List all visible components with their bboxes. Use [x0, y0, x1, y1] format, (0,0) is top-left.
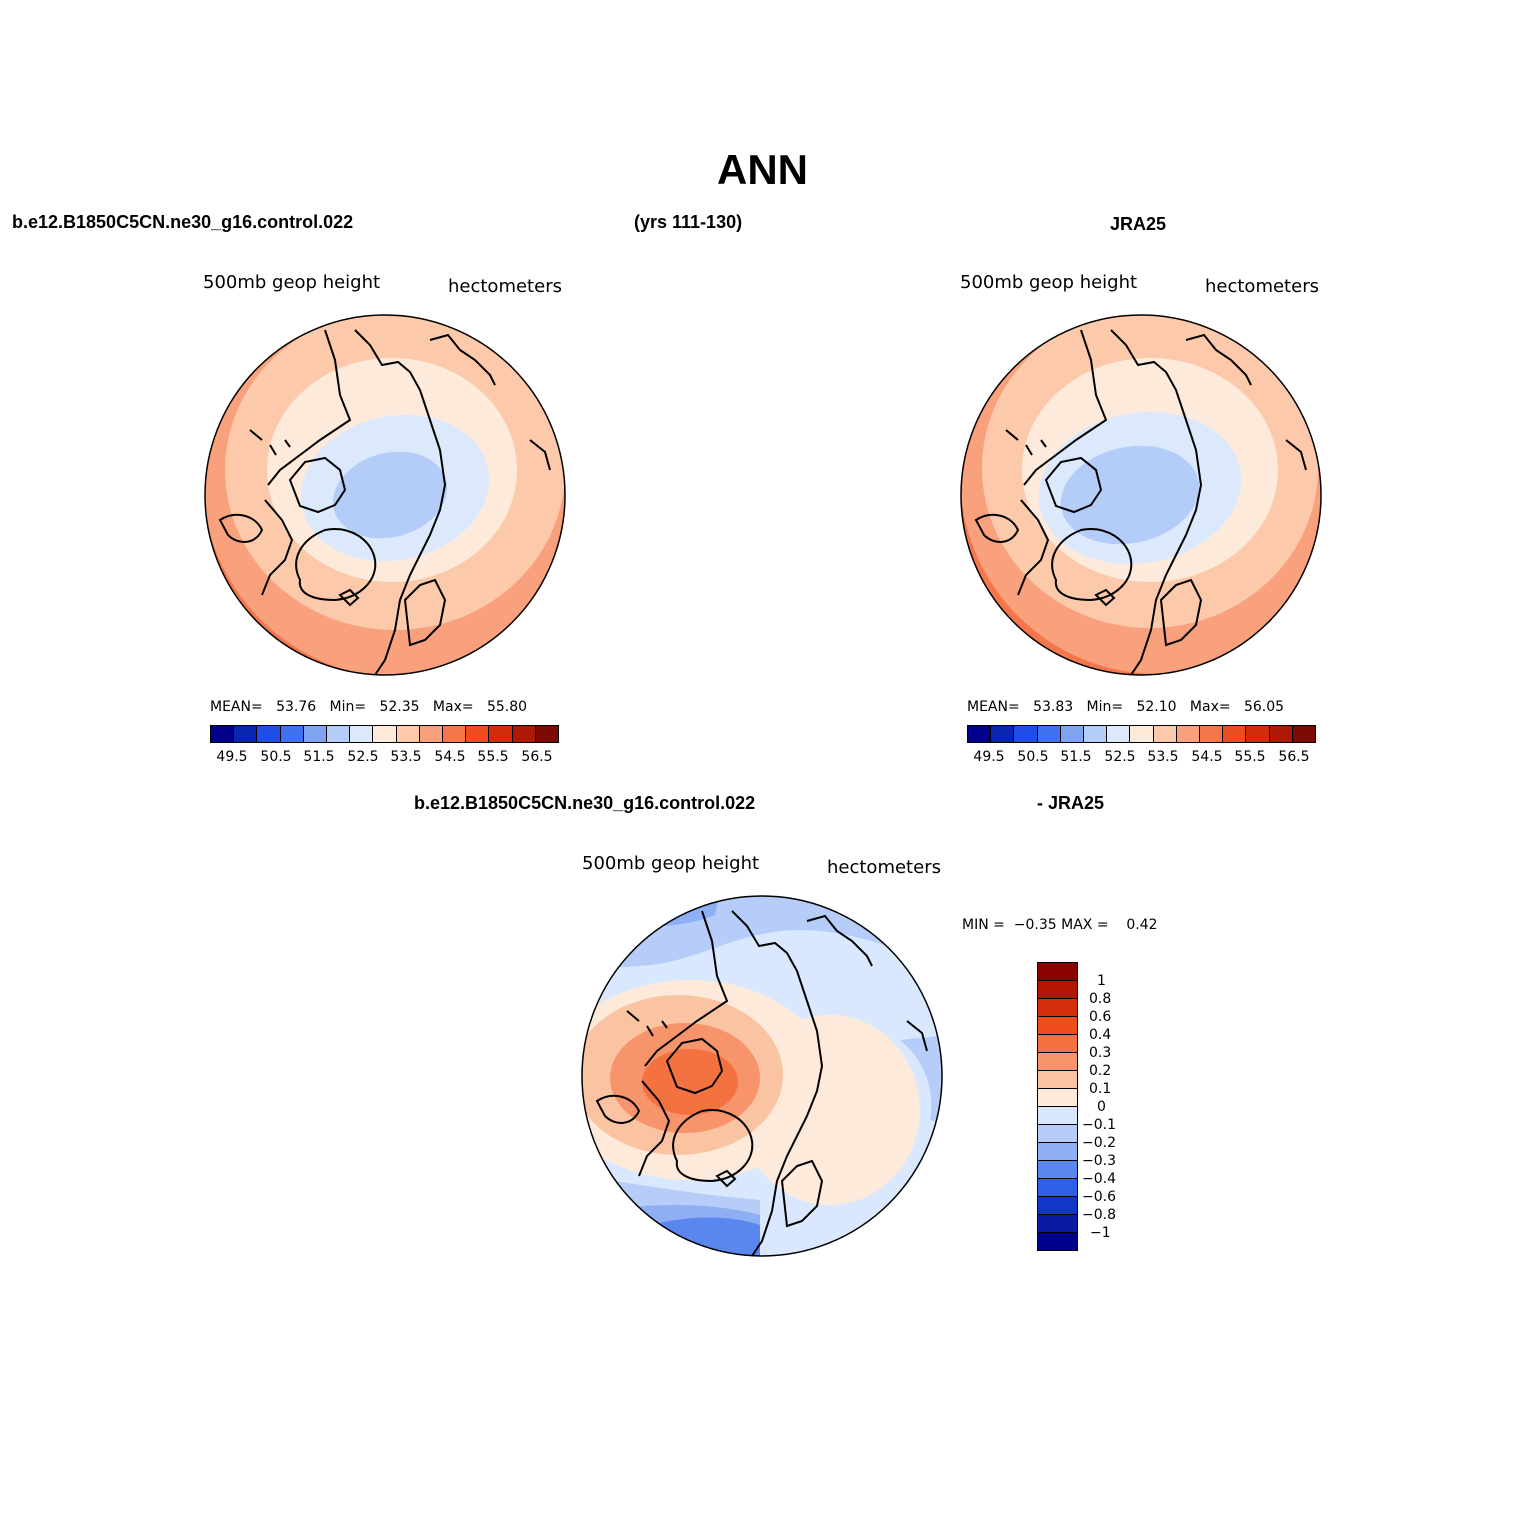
- panel2-colorbar-tick: 51.5: [1060, 749, 1092, 765]
- panel3-title: 500mb geop height: [582, 853, 760, 874]
- panel3-colorbar-tick: −0.8: [1082, 1207, 1116, 1223]
- panel1-colorbar: [210, 725, 559, 743]
- panel1-colorbar-tick: 55.5: [477, 749, 509, 765]
- panel3-colorbar-tick: 0.2: [1089, 1063, 1112, 1079]
- panel3-colorbar-tick: −1: [1090, 1225, 1111, 1241]
- panel3-colorbar: [1037, 962, 1078, 1251]
- panel1-title: 500mb geop height: [203, 272, 381, 293]
- panel3-colorbar-tick: −0.2: [1082, 1135, 1116, 1151]
- panel2-colorbar: [967, 725, 1316, 743]
- panel3-colorbar-tick: −0.4: [1082, 1171, 1116, 1187]
- case-name-label: b.e12.B1850C5CN.ne30_g16.control.022: [12, 212, 354, 232]
- panel1-units: hectometers: [448, 276, 562, 297]
- panel3-stats: MIN = −0.35 MAX = 0.42: [962, 917, 1158, 933]
- panel3-colorbar-tick: 1: [1097, 973, 1106, 989]
- panel2-units: hectometers: [1205, 276, 1319, 297]
- obs-name-label: JRA25: [1110, 214, 1167, 234]
- panel2-title: 500mb geop height: [960, 272, 1138, 293]
- panel2-colorbar-tick: 55.5: [1234, 749, 1266, 765]
- panel3-colorbar-tick: 0: [1097, 1099, 1106, 1115]
- panel3-units: hectometers: [827, 857, 941, 878]
- panel2-stats: MEAN= 53.83 Min= 52.10 Max= 56.05: [967, 699, 1285, 715]
- panel1-colorbar-tick: 51.5: [303, 749, 335, 765]
- diff-obs-label: - JRA25: [1037, 793, 1105, 813]
- panel1-colorbar-tick: 49.5: [216, 749, 248, 765]
- figure-title: ANN: [717, 146, 808, 193]
- panel2-colorbar-tick: 56.5: [1278, 749, 1310, 765]
- panel2-colorbar-tick: 49.5: [973, 749, 1005, 765]
- panel3-colorbar-tick: −0.1: [1082, 1117, 1116, 1133]
- panel1-colorbar-tick: 52.5: [347, 749, 379, 765]
- panel3-colorbar-tick: −0.6: [1082, 1189, 1116, 1205]
- panel3-colorbar-tick: 0.1: [1089, 1081, 1112, 1097]
- panel2-colorbar-tick: 53.5: [1147, 749, 1179, 765]
- panel2-colorbar-tick: 52.5: [1104, 749, 1136, 765]
- panel3-colorbar-tick: 0.8: [1089, 991, 1112, 1007]
- panel2-colorbar-tick: 54.5: [1191, 749, 1223, 765]
- panel3-colorbar-tick: 0.6: [1089, 1009, 1112, 1025]
- panel3-colorbar-tick: −0.3: [1082, 1153, 1116, 1169]
- panel1-colorbar-tick: 53.5: [390, 749, 422, 765]
- panel1-colorbar-tick: 56.5: [521, 749, 553, 765]
- diff-case-label: b.e12.B1850C5CN.ne30_g16.control.022: [414, 793, 756, 813]
- panel2-colorbar-tick: 50.5: [1017, 749, 1049, 765]
- panel1-colorbar-tick: 54.5: [434, 749, 466, 765]
- panel1-stats: MEAN= 53.76 Min= 52.35 Max= 55.80: [210, 699, 528, 715]
- panel1-colorbar-tick: 50.5: [260, 749, 292, 765]
- panel3-colorbar-tick: 0.3: [1089, 1045, 1112, 1061]
- years-label: (yrs 111-130): [634, 212, 743, 232]
- panel3-colorbar-tick: 0.4: [1089, 1027, 1112, 1043]
